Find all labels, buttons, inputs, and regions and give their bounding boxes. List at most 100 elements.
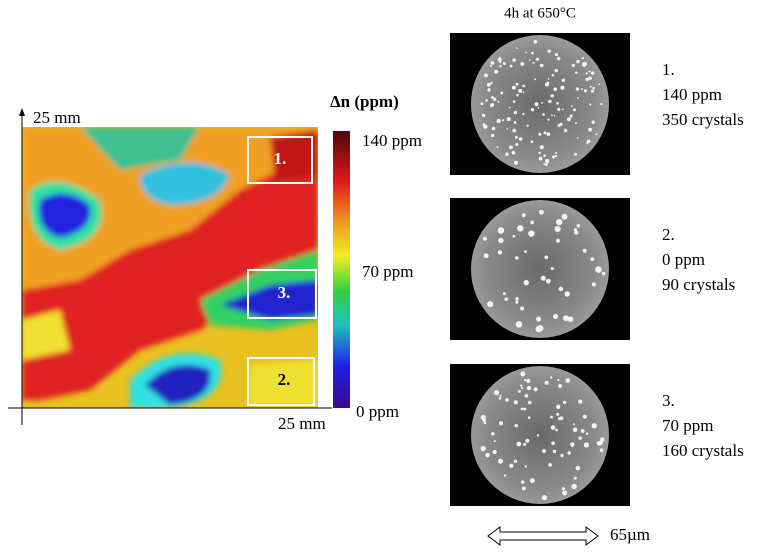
crystal [509,464,513,468]
crystal [505,398,509,402]
crystal [555,152,557,154]
crystal [537,434,539,436]
crystal [540,64,544,68]
crystal [499,65,501,67]
crystal [490,82,492,84]
crystal [573,108,576,111]
crystal [513,100,516,103]
colorbar-label: 70 ppm [362,262,413,281]
crystal [493,450,497,454]
crystal [509,107,511,109]
crystal [553,314,558,319]
crystal [547,132,551,136]
crystal [559,287,564,292]
panel-crystals: 350 crystals [662,110,744,129]
crystal [507,117,511,121]
crystal [583,415,587,419]
figure: 1. 2. 3. 25 mm 25 mm Δn (ppm) 140 ppm 70… [0,0,765,556]
scale-arrow [488,527,598,545]
y-axis-label: 25 mm [33,108,81,127]
crystal [524,250,527,253]
crystal [543,154,546,157]
crystal [491,61,495,65]
crystal [554,115,556,117]
crystal [534,78,536,80]
crystal [522,213,526,217]
crystal [481,102,484,105]
crystal [525,465,527,467]
panel-crystals: 90 crystals [662,275,735,294]
crystal [562,109,564,111]
crystal [547,49,550,52]
crystal [571,484,576,489]
crystal [504,297,508,301]
colorbar-label: 0 ppm [356,402,399,421]
scale-label: 65µm [610,525,650,544]
crystal [500,395,502,397]
heat-map [22,127,318,408]
crystal [545,159,549,163]
crystal [497,146,499,148]
crystal [497,119,501,123]
crystal [490,65,492,67]
crystal [574,477,577,480]
crystal [527,386,531,390]
micrograph-title: 4h at 650°C [504,5,576,21]
crystal [548,100,552,104]
crystal [494,70,498,74]
crystal [557,379,559,381]
crystal [565,378,570,383]
crystal [592,282,596,286]
crystal [505,152,508,155]
crystal [555,53,558,56]
crystal [481,415,486,420]
crystal [498,227,505,234]
crystal [487,83,491,87]
crystal [588,76,592,80]
crystal [523,92,525,94]
crystal [541,276,546,281]
crystal [514,400,518,404]
crystal [564,129,567,132]
crystal [529,59,531,61]
crystal [590,86,592,88]
crystal [591,71,594,74]
crystal [522,85,525,88]
crystal [512,129,516,133]
crystal [555,69,558,72]
crystal [600,437,604,441]
crystal [543,163,545,165]
crystal [548,463,552,467]
panel-crystals: 160 crystals [662,441,744,460]
crystal [563,401,566,404]
micrographs: 1.140 ppm350 crystals2.0 ppm90 crystals3… [450,33,744,506]
crystal [551,94,554,97]
crystal [483,123,486,126]
crystal [581,88,583,90]
crystal [577,224,581,228]
crystal [591,90,594,93]
crystal [491,432,495,436]
crystal [482,114,485,117]
crystal [581,429,585,433]
crystal [494,440,496,442]
crystal [509,145,513,149]
crystal [502,119,504,121]
crystal [577,97,579,99]
crystal [582,57,584,59]
crystal [515,143,518,146]
crystal [514,161,518,165]
crystal [560,416,564,420]
crystal [552,156,555,159]
crystal [556,239,560,243]
crystal [494,390,499,395]
crystal [538,133,541,136]
crystal [560,87,562,89]
crystal [504,474,506,476]
crystal [540,145,544,149]
crystal [539,157,543,161]
crystal [522,113,524,115]
crystal [577,137,579,139]
crystal [592,423,597,428]
crystal [530,478,535,483]
